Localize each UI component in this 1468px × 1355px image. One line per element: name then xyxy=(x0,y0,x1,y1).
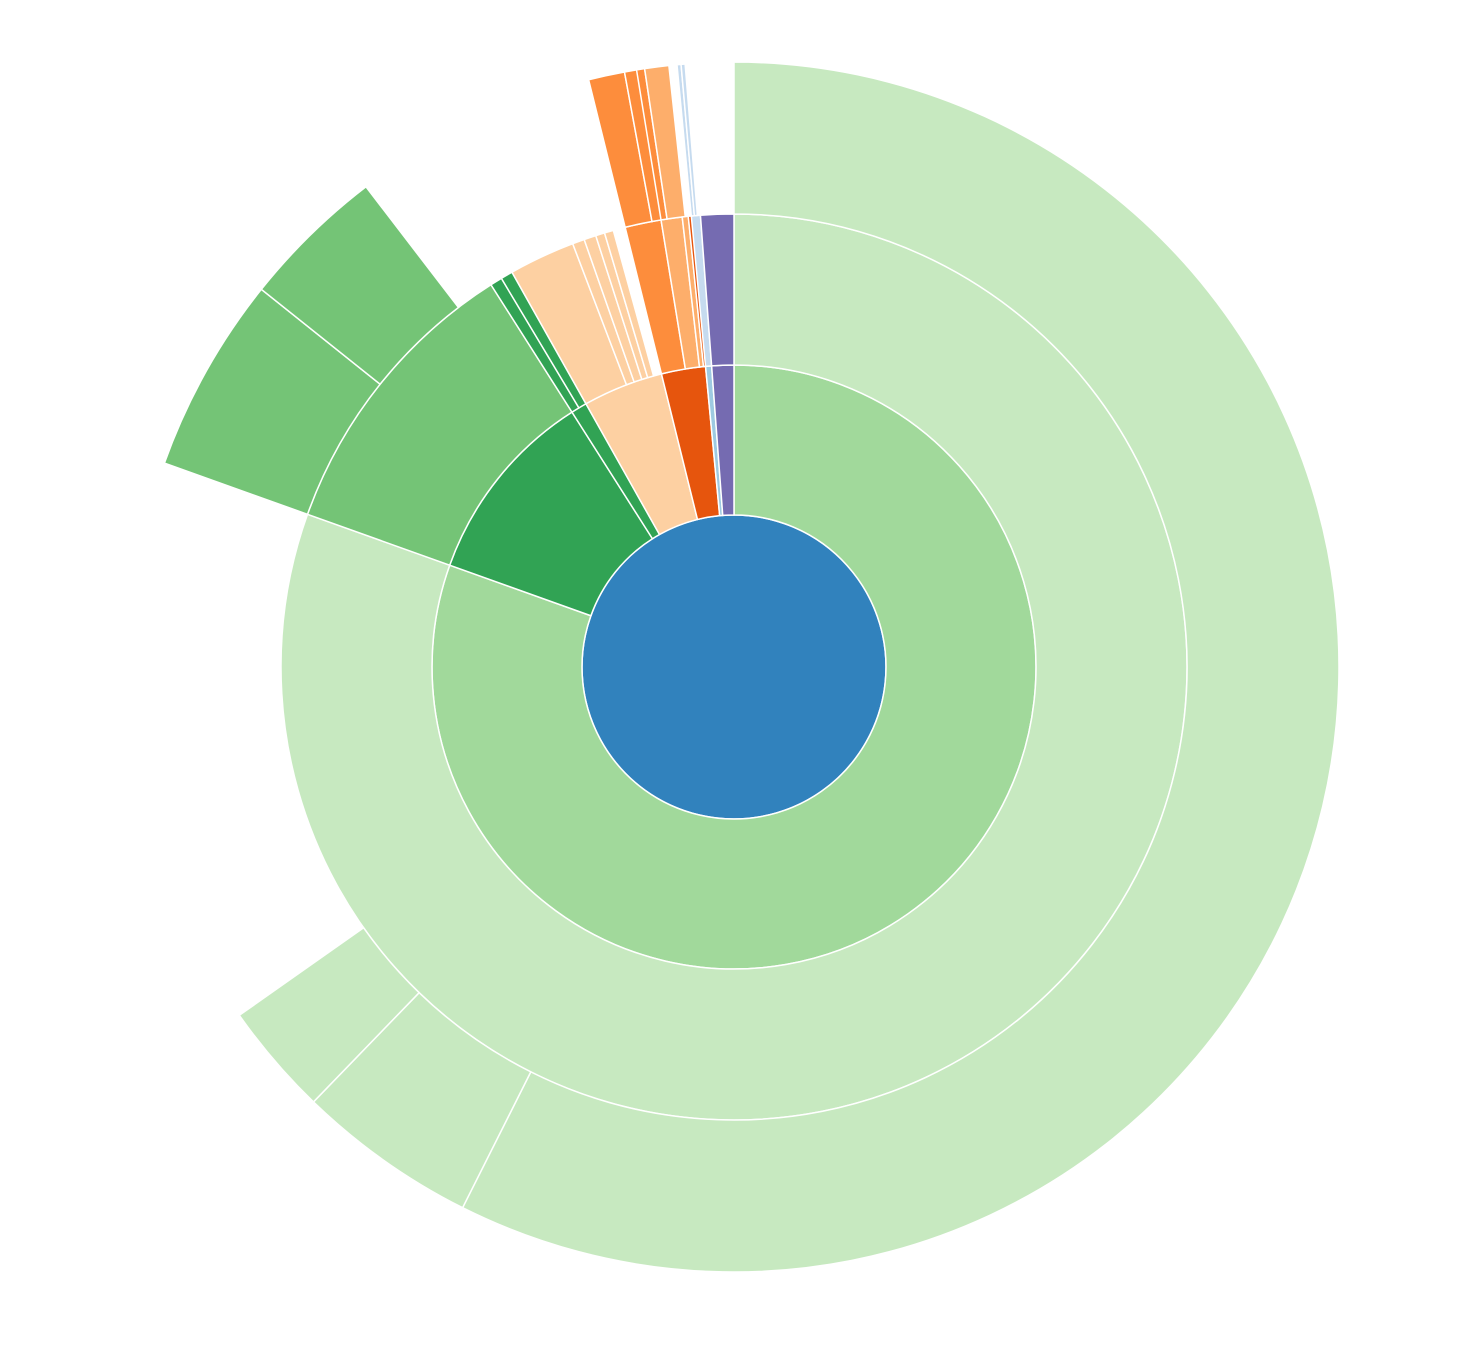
sunburst-segment-0-0-2[interactable] xyxy=(238,926,421,1104)
sunburst-segment-3-4[interactable] xyxy=(603,229,655,379)
sunburst-segment-1-0-1[interactable] xyxy=(260,185,460,386)
sunburst-arcs xyxy=(163,61,1340,1273)
sunburst-segment-6-0[interactable] xyxy=(699,213,735,367)
sunburst-root[interactable] xyxy=(581,514,887,820)
sunburst-segment-5-0-1[interactable] xyxy=(680,63,699,217)
sunburst-segment-0-0-0[interactable] xyxy=(461,61,1340,1273)
